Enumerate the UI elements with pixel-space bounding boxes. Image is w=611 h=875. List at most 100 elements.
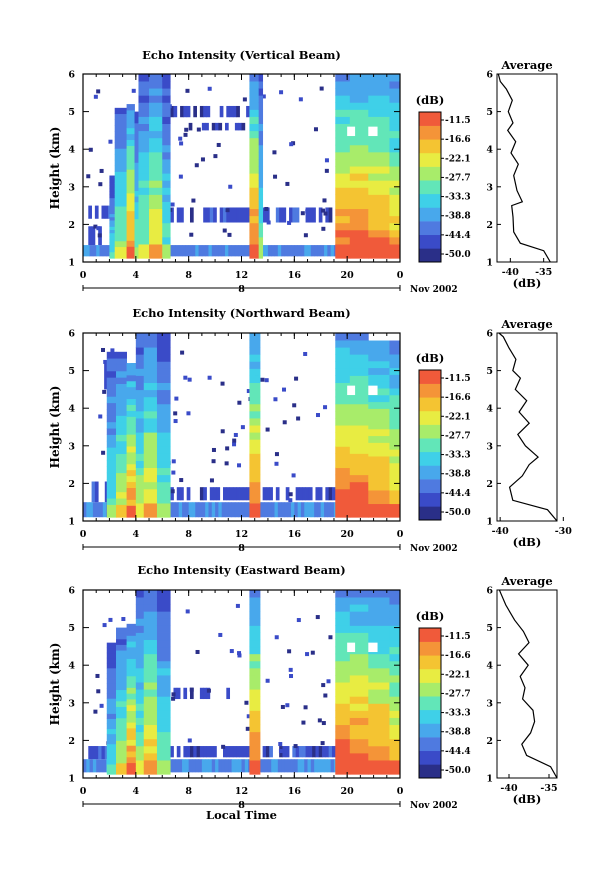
echo-cell — [335, 123, 351, 132]
echo-cell — [126, 739, 137, 746]
echo-cell — [106, 415, 117, 423]
echo-cell — [249, 187, 260, 195]
echo-cell — [116, 498, 127, 505]
echo-cell — [335, 717, 351, 726]
echo-panel-3: Echo Intensity (Eastward Beam)0 4 8 12 16 20 0… — [48, 563, 558, 822]
echo-cell — [126, 198, 135, 206]
y-tick-label: 6 — [68, 329, 75, 340]
echo-cell — [389, 388, 400, 396]
echo-cell — [114, 119, 127, 126]
y-tick-label: 6 — [68, 586, 75, 597]
band-cell — [199, 105, 204, 118]
echo-cell — [258, 81, 264, 89]
echo-cell — [114, 235, 127, 242]
echo-cell — [249, 682, 261, 690]
band-cell — [206, 105, 211, 118]
band-cell — [215, 245, 219, 257]
echo-cell — [162, 187, 171, 195]
average-frame — [496, 332, 558, 522]
band-cell — [175, 245, 180, 257]
echo-cell — [258, 251, 264, 259]
band-cell — [274, 759, 279, 773]
echo-cell — [134, 213, 139, 220]
echo-cell — [368, 675, 390, 683]
echo-cell — [106, 402, 117, 410]
band-cell — [238, 245, 242, 257]
band-cell — [88, 226, 92, 246]
echo-cell — [335, 611, 351, 619]
echo-cell — [116, 768, 127, 775]
echo-cell — [143, 682, 158, 690]
band-cell — [291, 502, 295, 518]
echo-cell — [156, 767, 171, 775]
echo-cell — [368, 201, 390, 210]
band-cell — [173, 105, 178, 118]
echo-cell — [143, 503, 158, 511]
echo-cell — [143, 611, 158, 619]
heatmap-area — [83, 333, 400, 518]
echo-cell — [349, 144, 369, 153]
echo-cell — [335, 340, 351, 348]
echo-cell — [116, 504, 127, 512]
echo-cell — [368, 752, 390, 761]
echo-cell — [138, 251, 150, 259]
band-cell — [205, 502, 209, 518]
band-cell — [186, 105, 191, 118]
speckle-cell — [305, 209, 310, 214]
echo-cell — [149, 102, 163, 110]
echo-cell — [335, 144, 351, 153]
echo-cell — [116, 655, 127, 662]
colorbar-swatch — [419, 207, 441, 222]
echo-cell — [114, 188, 127, 196]
echo-cell — [149, 251, 163, 259]
echo-cell — [389, 354, 400, 362]
echo-cell — [335, 696, 351, 704]
band-cell — [231, 759, 236, 773]
band-cell — [269, 487, 273, 501]
echo-cell — [249, 510, 261, 518]
echo-cell — [389, 236, 400, 245]
band-cell — [218, 245, 223, 257]
band-cell — [195, 502, 199, 518]
echo-cell — [389, 166, 400, 174]
band-cell — [101, 746, 106, 760]
band-cell — [312, 207, 316, 223]
band-cell — [203, 687, 207, 700]
echo-cell — [114, 113, 127, 120]
echo-cell — [156, 625, 171, 633]
echo-cell — [135, 667, 145, 676]
speckle-cell — [321, 226, 326, 231]
echo-cell — [135, 361, 145, 369]
speckle-cell — [232, 442, 237, 447]
echo-cell — [368, 130, 390, 139]
echo-cell — [349, 201, 369, 210]
band-cell — [88, 746, 92, 760]
echo-cell — [349, 173, 369, 181]
echo-cell — [349, 675, 369, 683]
band-cell — [183, 687, 188, 700]
echo-cell — [138, 109, 150, 117]
band-cell — [232, 487, 237, 501]
echo-cell — [149, 74, 163, 82]
echo-cell — [116, 638, 127, 645]
speckle-cell — [187, 377, 192, 382]
band-cell — [191, 245, 196, 257]
echo-cell — [114, 200, 127, 207]
echo-cell — [149, 123, 163, 132]
speckle-cell — [131, 88, 136, 93]
echo-cell — [126, 104, 135, 111]
band-cell — [318, 207, 323, 223]
echo-cell — [156, 474, 171, 483]
echo-cell — [109, 248, 116, 253]
echo-cell — [116, 689, 127, 696]
echo-cell — [389, 490, 400, 498]
echo-cell — [249, 389, 261, 398]
gap-cell — [368, 642, 378, 653]
colorbar-tick-label: -44.4 — [445, 231, 471, 241]
echo-cell — [143, 481, 158, 490]
band-cell — [269, 746, 273, 758]
echo-cell — [258, 88, 264, 96]
echo-cell — [368, 194, 390, 202]
echo-cell — [258, 166, 264, 174]
echo-cell — [135, 467, 145, 476]
